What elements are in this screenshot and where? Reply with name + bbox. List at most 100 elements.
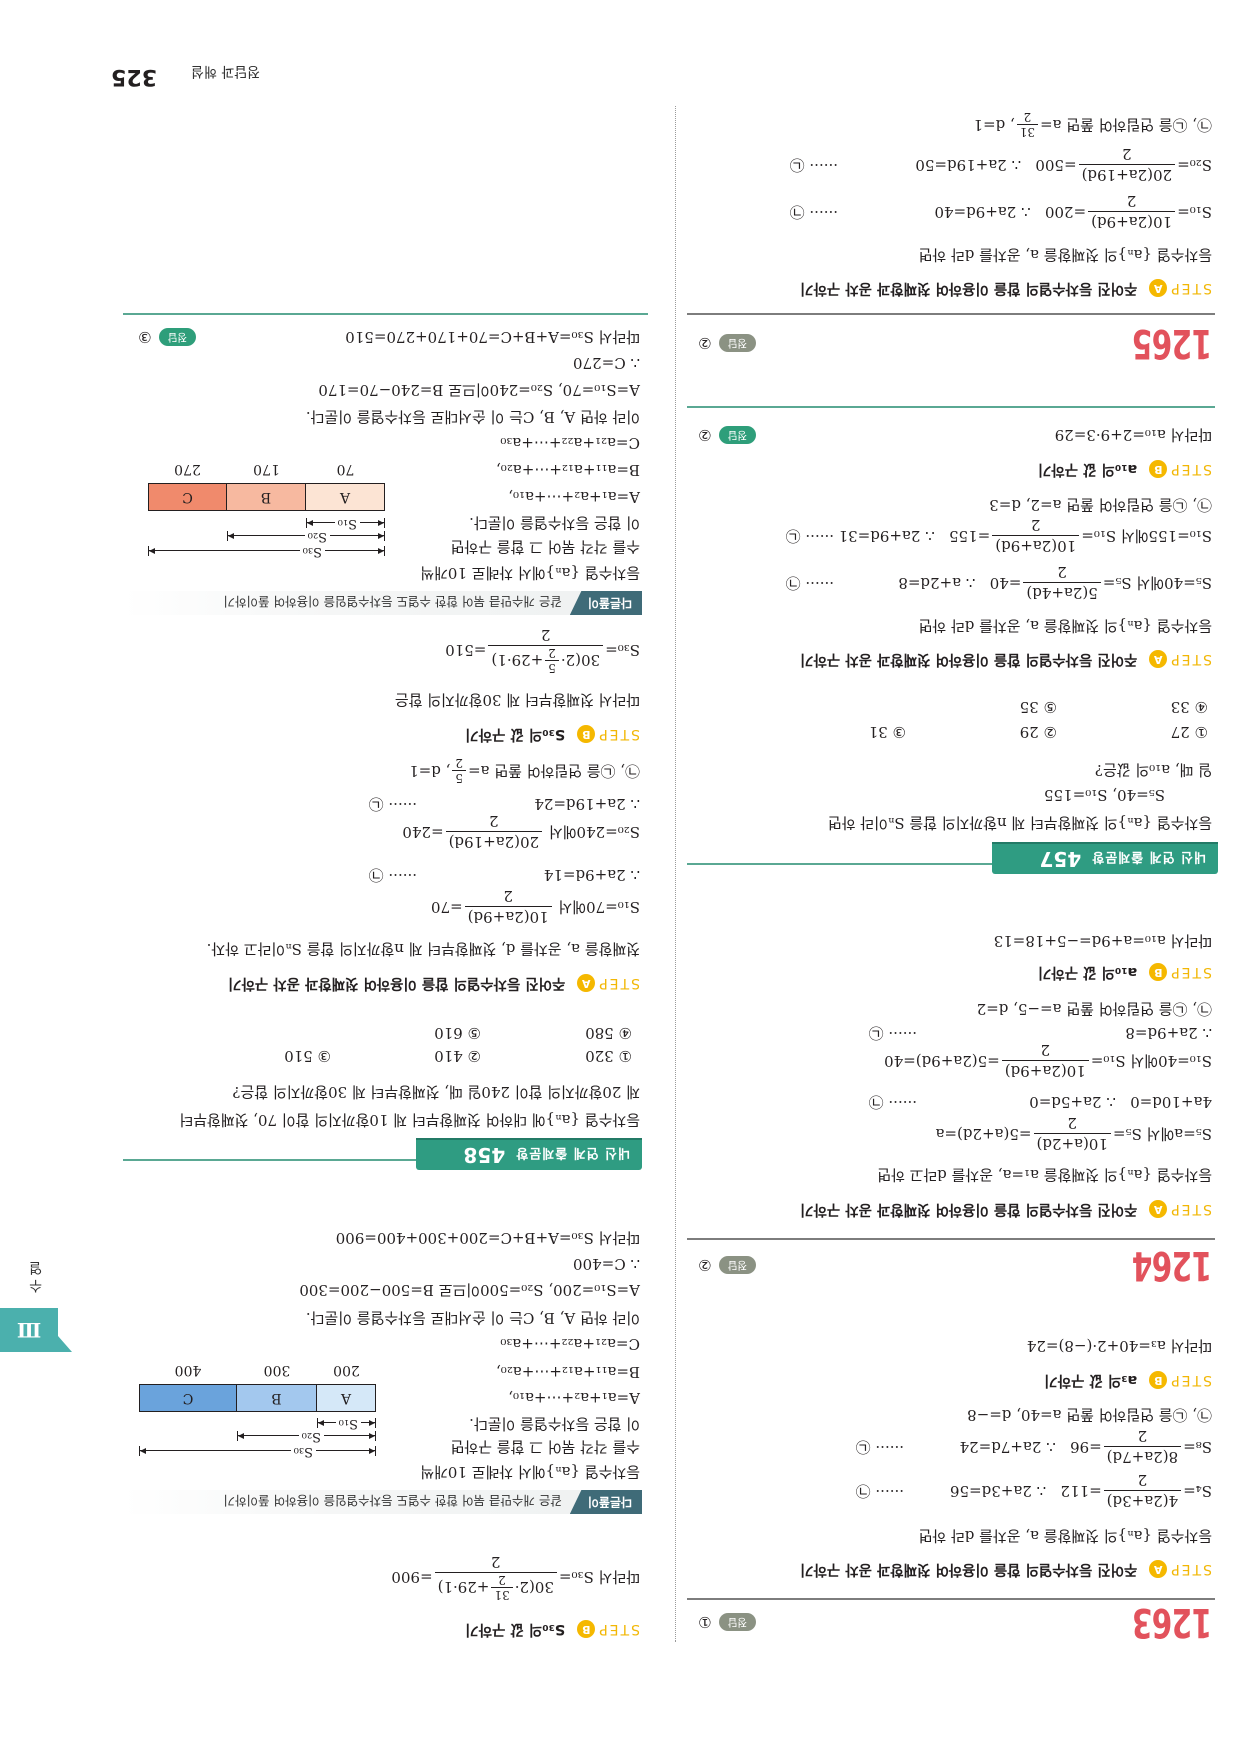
segment-bar: A B C (139, 1384, 376, 1412)
alternative-solution-badge: 다른풀이 (570, 591, 642, 615)
solution-line: 따라서 a₁₀=2+9·3=29 (1054, 426, 1212, 444)
eq-suffix: =5(a+2d)=a (935, 1125, 1032, 1143)
fraction: 8(2a+7d) 2 (1103, 1427, 1182, 1468)
fraction: 20(2a+19d) 2 (445, 812, 543, 853)
step-b-circle-icon: B (1149, 963, 1168, 981)
chapter-tab: Ⅲ (0, 1308, 58, 1352)
fraction: 10(2a+9d) 2 (1088, 192, 1176, 233)
eq-suffix: =240 (402, 823, 444, 841)
segment-a: A (316, 1385, 375, 1411)
step-word: STEP (1169, 964, 1212, 980)
step-word: STEP (597, 726, 640, 742)
heading-rule (687, 313, 1215, 315)
fraction: 10(a+2d) 2 (1033, 1114, 1111, 1155)
segment-a: A (305, 484, 384, 510)
question-line: S₅=40, S₁₀=155 (1044, 786, 1165, 804)
answer-badge: 정답 (158, 328, 196, 346)
step-a-circle-icon: A (1149, 650, 1168, 668)
eq-prefix: ㉠, ㉡을 연립하여 풀면 a= (468, 762, 640, 780)
eq-suffix: =200 ∴ 2a+9d=40 (934, 203, 1087, 221)
solution-line: 이라 하면 A, B, C는 이 순서대로 등차수열을 이룬다. (305, 1309, 640, 1327)
fraction: 30(2· 31 2 +29·1) 2 (434, 1552, 557, 1602)
denominator: 2 (1040, 1041, 1051, 1060)
step-title: 주어진 등차수열의 합을 이용하여 첫째항과 공차 구하기 (800, 1561, 1138, 1577)
eq-suffix: =5(2a+9d)=40 (884, 1052, 1000, 1070)
eq-prefix: S₁₀=70에서 (553, 898, 640, 916)
segment-bar: A B C (148, 483, 385, 511)
equation-line: S₂₀= 20(2a+19d) 2 =500 ∴ 2a+19d=50 (915, 143, 1212, 187)
step-b-circle-icon: B (1149, 1371, 1168, 1389)
solution-line: 첫째항을 a, 공차를 d, 첫째항부터 제 n항까지의 합을 Sₙ이라고 하자… (206, 940, 640, 958)
step-title: a₁₀의 값 구하기 (1037, 461, 1138, 477)
eq-prefix: S₁₀=40에서 S₁₀= (1090, 1052, 1212, 1070)
span-arrow-s20: S₂₀ (237, 1429, 376, 1444)
eq-prefix: S₈= (1183, 1438, 1212, 1456)
equation-line: S₄= 4(2a+3d) 2 =112 ∴ 2a+3d=56 (950, 1469, 1212, 1513)
answer-choice: ③ (138, 328, 152, 346)
numerator: 5 (452, 770, 467, 786)
solution-line: 따라서 S₃₀=A+B+C=70+170+270=510 (345, 328, 640, 346)
eq-suffix: =70 (431, 898, 463, 916)
equation-tag-2: ······ ㉡ (789, 156, 838, 174)
eq-prefix: S₁₀= (1177, 203, 1212, 221)
span-label: S₃₀ (299, 544, 325, 559)
naesin-number: 457 (1039, 847, 1082, 871)
eq-suffix: =40 ∴ a+2d=8 (898, 574, 1022, 592)
solution-line: A=S₁₀=200, S₂₀=500이므로 B=500−200=300 (299, 1281, 640, 1299)
choice-2: ② 29 (1019, 723, 1057, 741)
segment-c: C (149, 484, 226, 510)
numerator: 10(2a+9d) (1001, 1060, 1089, 1082)
fraction: 10(2a+9d) 2 (992, 516, 1080, 557)
fraction: 30(2· 5 2 +29·1) 2 (488, 625, 604, 675)
step-title: a₁₀의 값 구하기 (1037, 964, 1138, 980)
numerator: 8(2a+7d) (1103, 1446, 1182, 1468)
choice-5: ⑤ 35 (1019, 698, 1057, 716)
numerator: 10(2a+9d) (464, 906, 552, 928)
equation-line: S₁₀= 10(2a+9d) 2 =200 ∴ 2a+9d=40 (934, 190, 1212, 234)
solution-line: ㉠, ㉡을 연립하여 풀면 a=2, d=3 (989, 496, 1212, 514)
fraction: 20(2a+19d) 2 (1078, 145, 1176, 186)
step-title: 주어진 등차수열의 합을 이용하여 첫째항과 공차 구하기 (800, 651, 1138, 667)
solution-line: ∴ 2a+9d=8 (1125, 1024, 1212, 1042)
solution-line: ∴ C=400 (573, 1255, 640, 1273)
eq-prefix: S₁₀=155에서 S₁₀= (1081, 527, 1212, 545)
step-b-row: STEP B S₃₀의 값 구하기 (465, 1617, 640, 1641)
segment-b: B (236, 1385, 316, 1411)
heading-rule (687, 1238, 1215, 1240)
solution-line: 등차수열 {aₙ}의 첫째항을 a, 공차를 d라 하면 (918, 617, 1212, 635)
equation-line: S₁₀=155에서 S₁₀= 10(2a+9d) 2 =155 ∴ 2a+9d=3… (839, 514, 1212, 558)
step-a-row: STEP A 주어진 등차수열의 합을 이용하여 첫째항과 공차 구하기 (228, 971, 640, 995)
eq-prefix: S₅=a에서 S₅= (1112, 1125, 1212, 1143)
equation-tag-2: ······ ㉡ (868, 1024, 917, 1042)
equation-tag-2: ······ ㉡ (368, 795, 417, 813)
denominator: 2 (1137, 1427, 1148, 1446)
numerator: 10(2a+9d) (1088, 211, 1176, 233)
question-line: 일 때, a₁₀의 값은? (1094, 761, 1212, 779)
solution-line: 4a+10d=0 ∴ 2a+5d=0 (1029, 1093, 1212, 1111)
span-label: S₂₀ (298, 1429, 324, 1444)
alternative-solution-banner: 다른풀이 같은 개수만큼 묶어 합한 수열도 등차수열임을 이용하여 풀이하기 (123, 591, 642, 615)
segment-value: 300 (263, 1362, 291, 1378)
answer-choice: ② (698, 426, 712, 444)
numerator: 31 (491, 1587, 513, 1602)
solution-line: 이라 하면 A, B, C는 이 순서대로 등차수열을 이룬다. (305, 408, 640, 426)
choice-3: ③ 31 (868, 723, 906, 741)
step-a-circle-icon: A (1149, 1200, 1168, 1218)
step-word: STEP (597, 975, 640, 991)
grouped-sum-diagram: S₃₀ S₂₀ S₁₀ A B C 200 300 400 (139, 1358, 376, 1459)
solution-line: B=a₁₁+a₁₂+⋯+a₂₀, (496, 461, 640, 479)
step-word: STEP (1169, 1372, 1212, 1388)
solution-line: ㉠, ㉡을 연립하여 풀면 a= 31 2 , d=1 (974, 103, 1212, 147)
solution-line: 등차수열 {aₙ}의 첫째항을 a, 공차를 d라 하면 (918, 1527, 1212, 1545)
solution-line: ∴ 2a+19d=24 (534, 795, 640, 813)
answer-1263: 정답 ① (698, 1613, 756, 1631)
fraction: 5(2a+4d) 2 (1023, 563, 1101, 604)
naesin-label: 내신 연계 출제문항 (515, 1145, 630, 1161)
span-arrow-s10: S₁₀ (317, 1416, 376, 1431)
denominator: 2 (455, 756, 464, 771)
denominator: 2 (1057, 563, 1067, 582)
solution-line: A=a₁+a₂+⋯+a₁₀, (508, 488, 640, 506)
step-a-row: STEP A 주어진 등차수열의 합을 이용하여 첫째항과 공차 구하기 (800, 647, 1212, 671)
